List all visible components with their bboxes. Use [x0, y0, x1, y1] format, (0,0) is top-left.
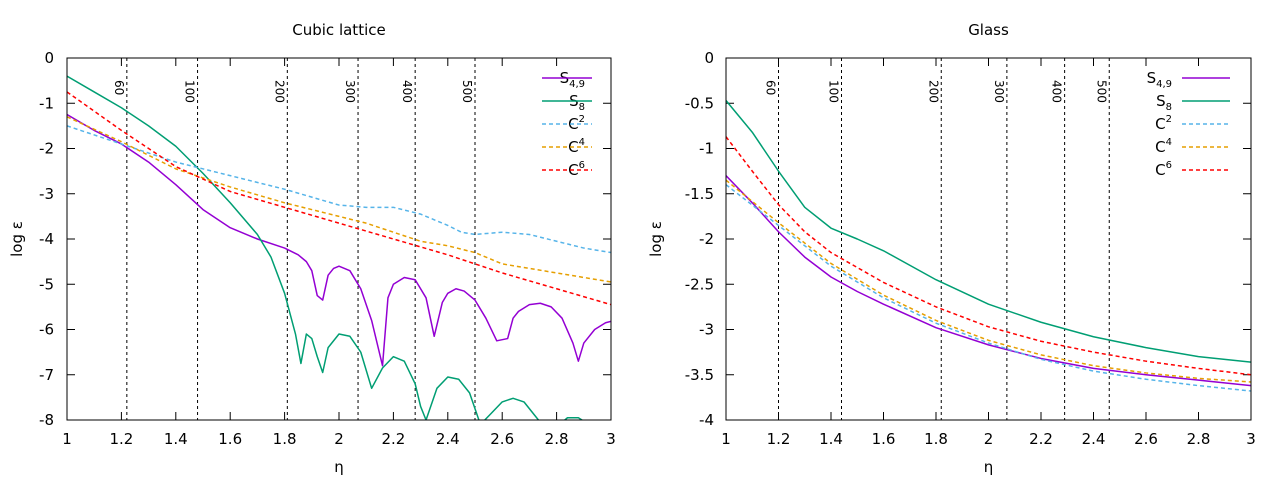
c1-title: Glass: [968, 21, 1009, 39]
c1-xtick-label: 2.6: [1134, 430, 1158, 448]
c0-ytick-label: -2: [39, 140, 54, 158]
c0-vline-label: 60: [112, 80, 126, 95]
c1-xtick-label: 3: [1246, 430, 1256, 448]
c1-legend-label: C2: [1155, 114, 1172, 133]
c1-series-line-S49: [726, 175, 1251, 387]
c1-vline-label: 500: [1094, 80, 1108, 103]
c0-series-line-S49: [67, 113, 611, 367]
c1-xtick-label: 1.4: [819, 430, 843, 448]
c0-xtick-label: 2: [334, 430, 344, 448]
c0-ytick-label: -8: [39, 411, 54, 429]
c0-xtick-label: 1.4: [164, 430, 188, 448]
c1-xtick-label: 1.2: [767, 430, 791, 448]
c0-xtick-label: 1: [62, 430, 72, 448]
c1-xtick-label: 1.8: [924, 430, 948, 448]
chart-cubic-lattice: Cubic lattice 0 -1 -2 -3 -4 -5 -6 -7 -8 1 1.2 1.4 1.6…: [8, 21, 616, 476]
c1-ytick-label: -2: [699, 230, 714, 248]
c0-xtick-label: 2.6: [490, 430, 514, 448]
c0-xtick-label: 2.2: [381, 430, 405, 448]
c0-ytick-label: -6: [39, 321, 54, 339]
c0-ytick-label: -7: [39, 366, 54, 384]
c0-xtick-label: 3: [606, 430, 616, 448]
c1-vline-label: 300: [992, 80, 1006, 103]
c0-ylabel: log ε: [8, 221, 26, 257]
c1-xtick-label: 2.4: [1082, 430, 1106, 448]
c1-legend-label: S8: [1156, 92, 1172, 113]
c1-ytick-label: 0: [704, 49, 714, 67]
c1-ytick-label: -3: [699, 321, 714, 339]
c0-plot-frame: [66, 57, 612, 421]
c1-xtick-label: 1: [721, 430, 731, 448]
c1-vline-label: 100: [827, 80, 841, 103]
c1-ytick-label: -1.5: [685, 185, 714, 203]
c1-xtick-label: 1.6: [872, 430, 896, 448]
c0-series-line-C2: [67, 125, 611, 254]
c1-legend-label: C4: [1155, 137, 1172, 156]
c0-vline-label: 200: [272, 80, 286, 103]
c1-ytick-label: -3.5: [685, 366, 714, 384]
c1-ytick-label: -4: [699, 411, 714, 429]
c0-ytick-label: 0: [44, 49, 54, 67]
c1-legend-label: S4,9: [1147, 69, 1172, 90]
c0-xtick-label: 1.8: [273, 430, 297, 448]
c0-xtick-label: 2.4: [436, 430, 460, 448]
c1-xtick-label: 2.8: [1187, 430, 1211, 448]
c1-xtick-label: 2: [984, 430, 994, 448]
c0-series-line-C4: [67, 116, 611, 283]
c1-legend-label: C6: [1155, 160, 1172, 179]
c1-series-line-C2: [726, 184, 1251, 392]
c0-vline-label: 500: [460, 80, 474, 103]
c1-vline-label: 400: [1050, 80, 1064, 103]
c0-title: Cubic lattice: [292, 21, 385, 39]
c0-ytick-label: -5: [39, 275, 54, 293]
c1-series-line-S8: [726, 100, 1251, 363]
c0-series-group: [67, 75, 611, 420]
c1-ytick-label: -2.5: [685, 275, 714, 293]
c1-plot-frame: [725, 57, 1252, 421]
c1-series-line-C4: [726, 179, 1251, 383]
c0-ytick-label: -4: [39, 230, 54, 248]
c0-ytick-label: -1: [39, 94, 54, 112]
c1-ylabel: log ε: [647, 221, 665, 257]
c0-vline-label: 300: [343, 80, 357, 103]
c0-xtick-label: 1.6: [218, 430, 242, 448]
c1-vline-label: 200: [926, 80, 940, 103]
c1-xlabel: η: [984, 458, 994, 476]
c0-xtick-label: 2.8: [545, 430, 569, 448]
c0-xlabel: η: [334, 458, 344, 476]
c0-ytick-label: -3: [39, 185, 54, 203]
c0-series-line-S8: [67, 75, 584, 420]
c1-series-group: [726, 100, 1251, 392]
c0-vline-label: 100: [183, 80, 197, 103]
c1-series-line-C6: [726, 136, 1251, 376]
c1-vline-label: 60: [764, 80, 778, 95]
c0-xtick-label: 1.2: [109, 430, 133, 448]
chart-glass: Glass 0 -0.5 -1 -1.5 -2 -2.5 -3 -3.5 -4 1 1.2 1.4 1.6…: [647, 21, 1256, 476]
c1-ytick-label: -0.5: [685, 94, 714, 112]
c1-xtick-label: 2.2: [1029, 430, 1053, 448]
c0-vline-label: 400: [400, 80, 414, 103]
c1-ytick-label: -1: [699, 140, 714, 158]
